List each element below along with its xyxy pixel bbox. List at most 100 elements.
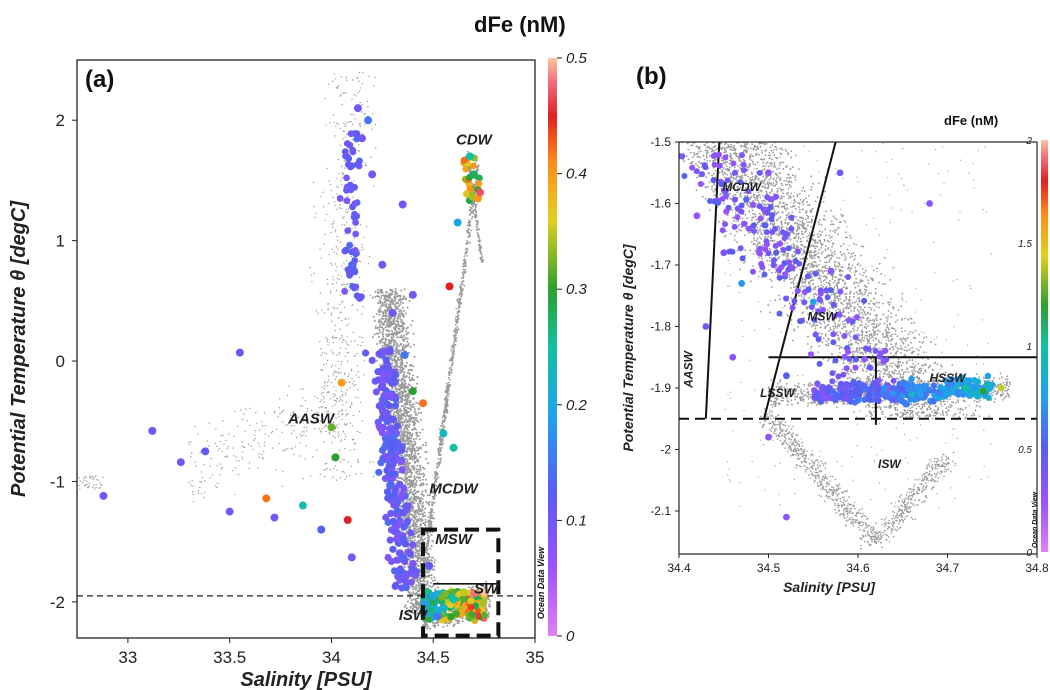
panel-b-boundary-lines [679, 142, 1037, 425]
dfe-point-a [337, 378, 346, 387]
colorbar-b-tick-label: 1 [1026, 342, 1032, 353]
dfe-point-b [809, 298, 817, 306]
dfe-point-a [439, 603, 448, 612]
dfe-point-a [388, 308, 397, 317]
dfe-point-b [783, 372, 790, 380]
dfe-point-b [962, 384, 969, 392]
dfe-point-b [693, 212, 701, 220]
colorbar-a-tick-label: 0.1 [566, 512, 587, 529]
water-mass-label-a: MCDW [429, 481, 479, 498]
water-mass-boundary [763, 142, 837, 419]
water-mass-label-a: MSW [435, 531, 474, 548]
dfe-point-a [235, 348, 244, 357]
colorbar-b-tick-label: 2 [1025, 136, 1032, 147]
water-mass-label-b: MSW [808, 309, 839, 323]
y-tick-label-a: -1 [50, 472, 65, 491]
dfe-point-a [474, 194, 483, 203]
watermark-b: Ocean Data View [1032, 491, 1039, 548]
dfe-point-b [720, 249, 728, 257]
dfe-point-a [368, 170, 377, 179]
water-mass-label-b: HSSW [930, 371, 968, 385]
water-mass-boundary [704, 142, 721, 419]
dfe-point-a [327, 423, 336, 432]
water-mass-label-a: AASW [287, 411, 336, 428]
x-tick-label-b: 34.4 [667, 561, 691, 575]
dfe-point-a [425, 561, 434, 570]
colorbar-a-tick-label: 0.5 [566, 50, 588, 67]
x-tick-label-b: 34.5 [757, 561, 781, 575]
x-tick-label-a: 35 [526, 648, 545, 667]
panel-a-y-axis-label: Potential Temperature θ [degC] [8, 200, 30, 497]
dfe-point-b [854, 396, 862, 404]
x-tick-label-a: 34 [322, 648, 341, 667]
panel-b-y-ticks: -1.5 -1.6 -1.7 -1.8 -1.9 -2 -2.1 [650, 135, 679, 518]
colorbar-a-ticks: 0 0.1 0.2 0.3 0.4 0.5 [557, 50, 588, 645]
dfe-point-b [881, 384, 889, 392]
dfe-point-a [262, 494, 271, 503]
dfe-point-a [298, 501, 307, 510]
panel-a-background-points [78, 71, 492, 630]
dfe-point-b [979, 387, 987, 395]
y-tick-label-a: 0 [56, 352, 65, 371]
dfe-point-b [827, 267, 835, 275]
dfe-point-b [908, 390, 916, 398]
dfe-point-a [347, 553, 356, 562]
dfe-point-a [225, 507, 234, 516]
panel-a-y-ticks: 2 1 0 -1 -2 [50, 111, 77, 612]
x-tick-label-b: 34.7 [936, 561, 960, 575]
dfe-point-b [997, 384, 1005, 392]
colorbar-a-tick-label: 0 [566, 628, 575, 645]
dfe-point-a [408, 387, 417, 396]
dfe-point-a [465, 152, 474, 161]
colorbar-b-tick-label: 0.5 [1018, 445, 1032, 456]
dfe-point-a [439, 429, 448, 438]
dfe-point-a [449, 443, 458, 452]
colorbar-a-tick-label: 0.4 [566, 166, 587, 183]
panel-b-dfe-points [679, 151, 1005, 521]
dfe-point-b [738, 280, 746, 287]
panel-b-water-mass-labels: MCDW AASW MSW LSSW HSSW ISW [681, 180, 967, 471]
dfe-point-b [783, 513, 790, 521]
colorbar-a [548, 58, 557, 636]
panel-a-label: (a) [85, 66, 114, 93]
panel-a-inset-box [421, 527, 501, 638]
dfe-point-a [398, 200, 407, 209]
y-tick-label-b: -1.5 [650, 135, 671, 149]
dfe-point-a [331, 453, 340, 462]
dfe-point-a [445, 282, 454, 291]
dfe-point-a [343, 515, 352, 524]
dfe-point-a [433, 612, 442, 621]
panel-b-label: (b) [636, 63, 667, 90]
dfe-point-a [364, 116, 373, 125]
dfe-point-a [449, 595, 458, 604]
dfe-point-b [926, 200, 933, 207]
panel-b-frame [678, 141, 1038, 555]
dfe-point-a [201, 447, 210, 456]
panel-a-dfe-points [99, 104, 489, 625]
panel-b-y-axis-label: Potential Temperature θ [degC] [620, 243, 636, 452]
dfe-point-b [729, 353, 737, 361]
y-tick-label-a: 1 [56, 232, 65, 251]
dfe-point-a [148, 426, 157, 435]
dfe-point-a [176, 458, 185, 467]
x-tick-label-a: 34.5 [417, 648, 450, 667]
dfe-point-a [270, 513, 279, 522]
y-tick-label-b: -2 [660, 442, 671, 456]
y-tick-label-b: -1.6 [650, 196, 671, 210]
dfe-point-b [818, 384, 826, 392]
dfe-point-a [378, 260, 387, 269]
panel-b-x-axis-label: Salinity [PSU] [783, 579, 876, 595]
dfe-point-a [317, 525, 326, 534]
x-tick-label-a: 33.5 [213, 648, 246, 667]
water-mass-label-b: LSSW [760, 386, 796, 400]
panel-a-water-mass-labels: CDW AASW MCDW MSW SW ISW [287, 131, 500, 624]
colorbar-b [1041, 140, 1048, 552]
watermark-a: Ocean Data View [536, 546, 546, 619]
panel-b-background-points [679, 142, 1011, 550]
water-mass-label-a: ISW [399, 607, 429, 624]
dfe-point-a [419, 399, 428, 408]
x-tick-label-b: 34.6 [846, 561, 870, 575]
dfe-point-a [400, 351, 409, 360]
